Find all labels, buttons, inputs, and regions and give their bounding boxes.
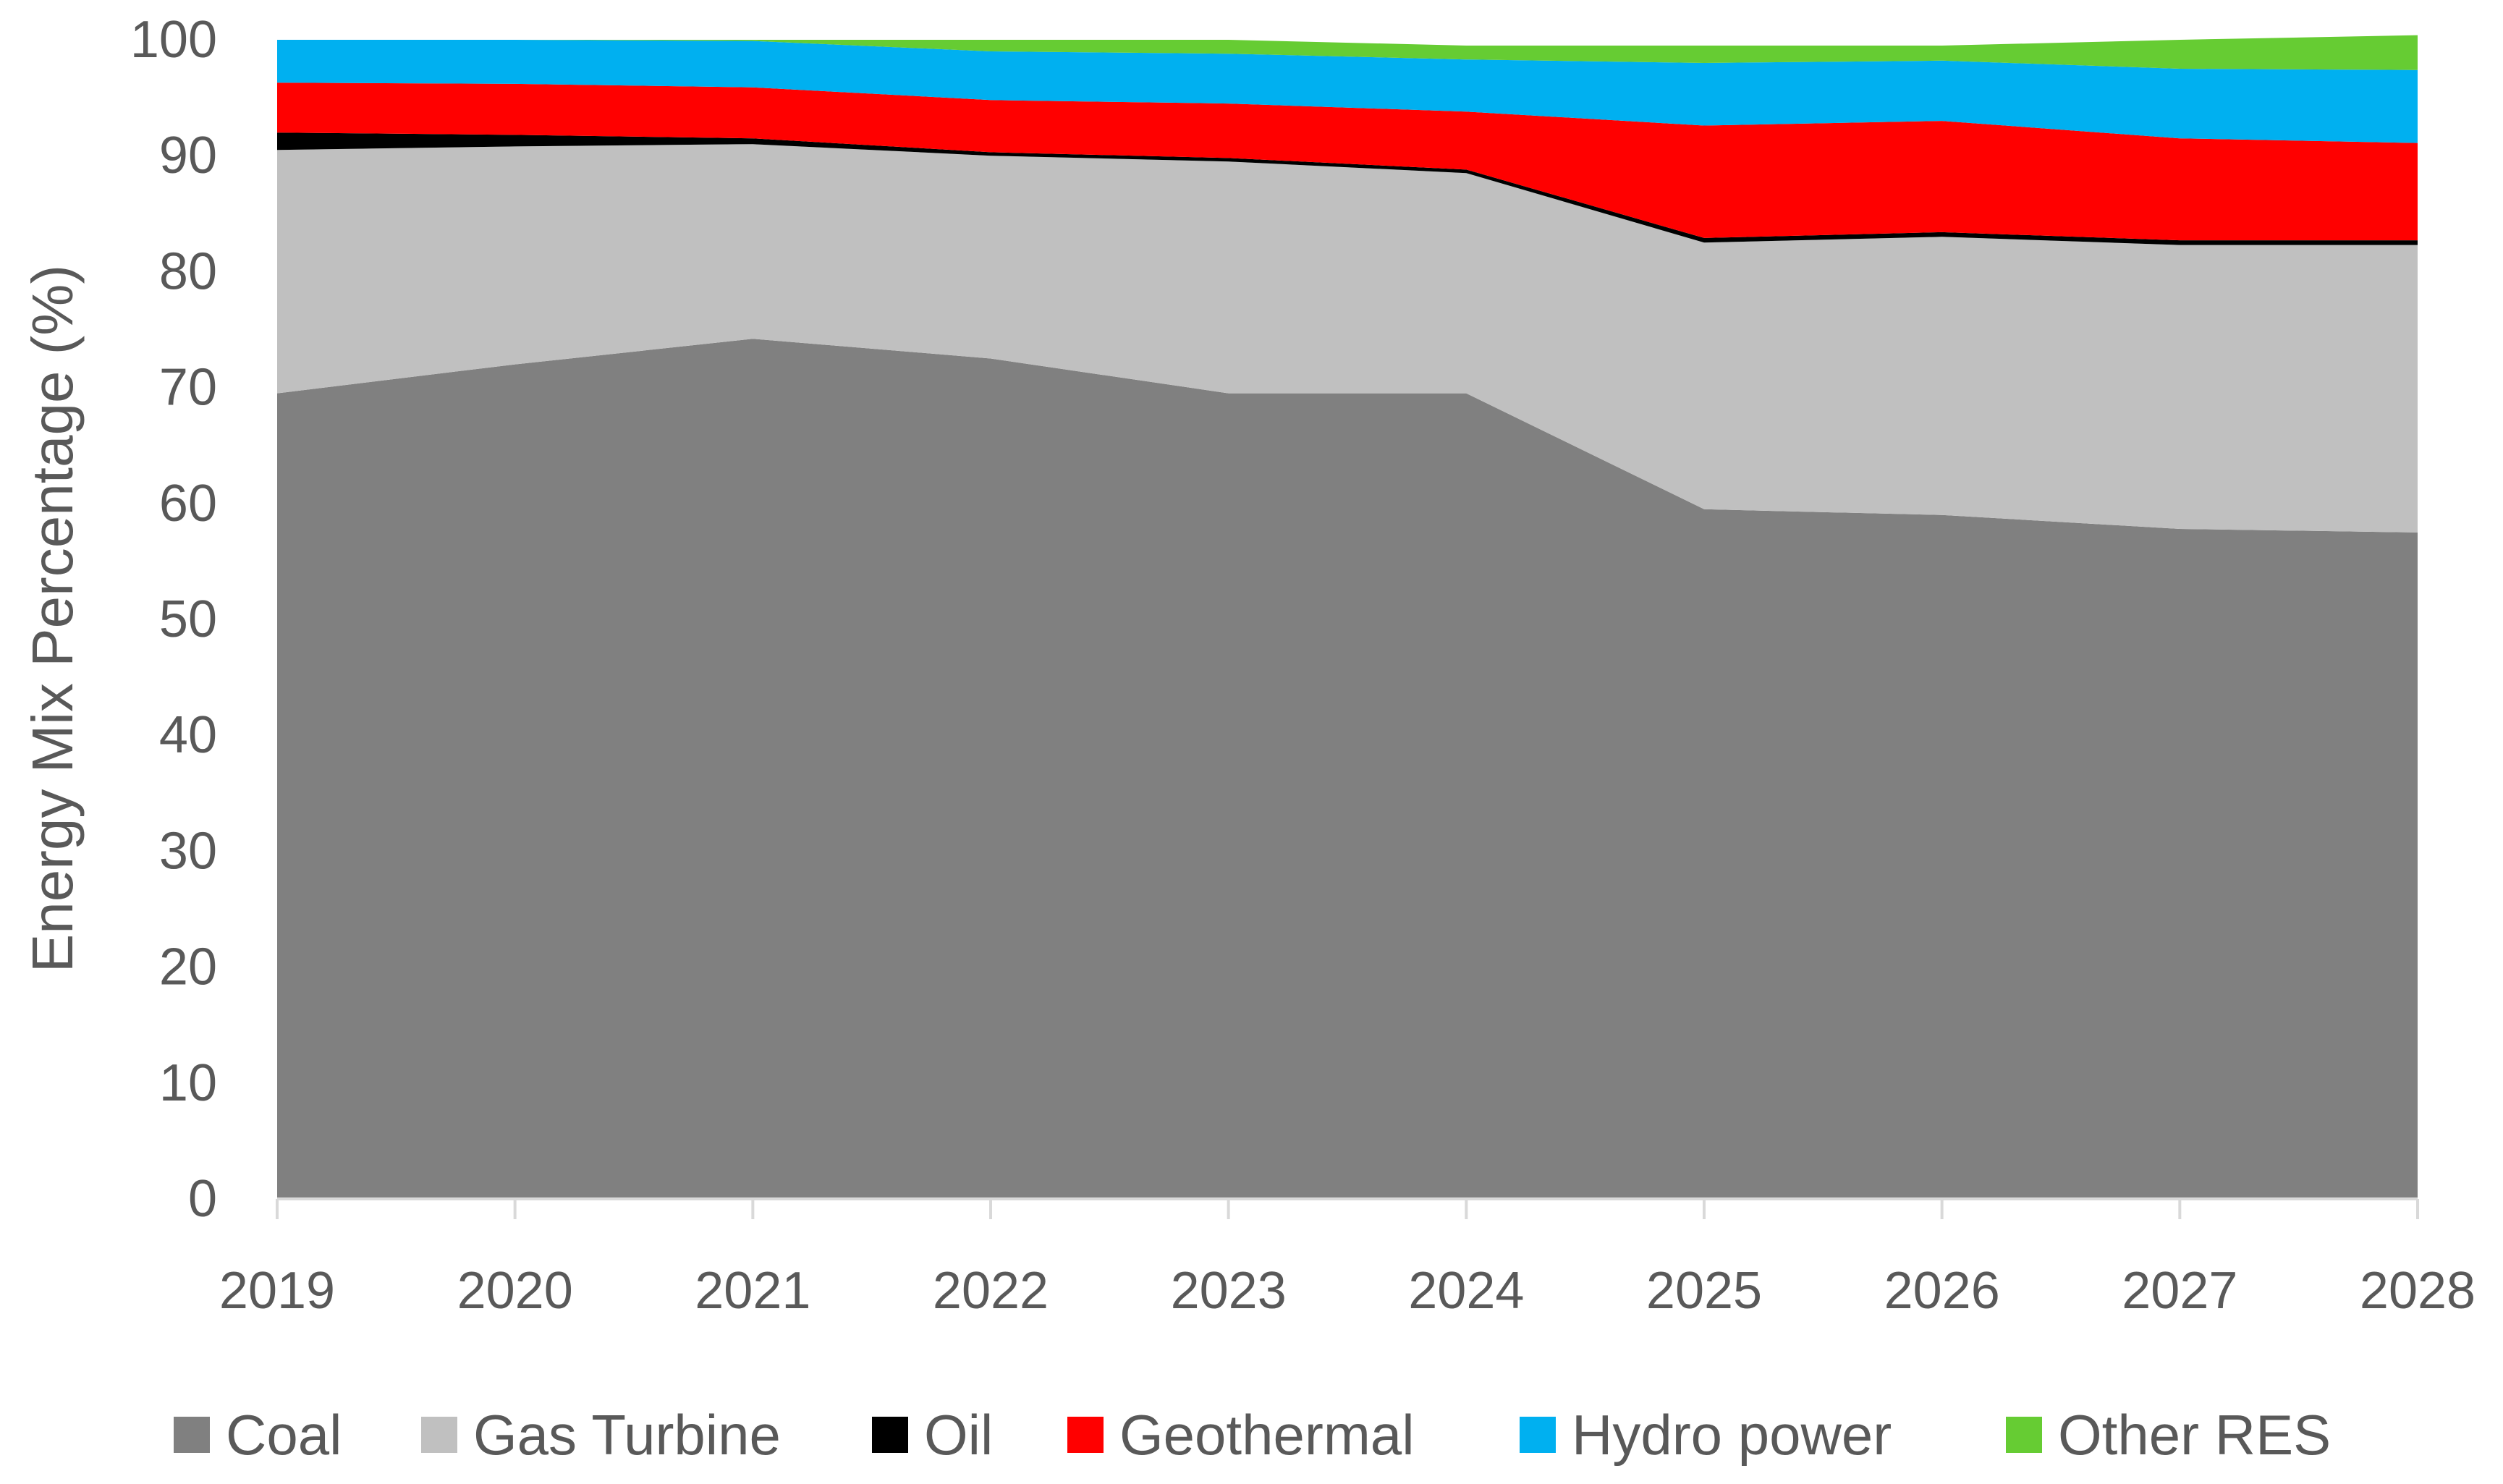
y-tick-label: 50 xyxy=(159,590,217,648)
y-tick-label: 70 xyxy=(159,359,217,417)
y-tick-label: 0 xyxy=(188,1170,217,1228)
legend-label: Coal xyxy=(226,1403,342,1467)
x-tick-label: 2025 xyxy=(1646,1262,1762,1320)
y-axis-title: Energy Mix Percentage (%) xyxy=(20,265,85,972)
x-tick-label: 2026 xyxy=(1884,1262,2000,1320)
y-axis-ticks: 0 10 20 30 40 50 60 70 80 90 100 xyxy=(130,11,217,1228)
area-gas-turbine xyxy=(277,144,2418,533)
x-tick-label: 2020 xyxy=(457,1262,573,1320)
legend-item-coal: Coal xyxy=(174,1403,342,1467)
legend-label: Oil xyxy=(924,1403,993,1467)
area-coal xyxy=(277,339,2418,1199)
area-other-res xyxy=(277,35,2418,70)
x-tick-label: 2023 xyxy=(1171,1262,1287,1320)
y-tick-label: 20 xyxy=(159,938,217,996)
x-tick-label: 2027 xyxy=(2122,1262,2237,1320)
y-tick-label: 90 xyxy=(159,127,217,185)
legend-label: Gas Turbine xyxy=(473,1403,781,1467)
legend-item-other-res: Other RES xyxy=(2006,1403,2331,1467)
legend: Coal Gas Turbine Oil Geothermal Hydro power O… xyxy=(174,1403,2331,1467)
x-tick-label: 2024 xyxy=(1408,1262,1524,1320)
area-oil xyxy=(277,132,2418,245)
y-tick-label: 100 xyxy=(130,11,217,69)
area-hydro-power xyxy=(277,40,2418,143)
legend-swatch xyxy=(2006,1417,2042,1453)
legend-label: Hydro power xyxy=(1572,1403,1892,1467)
area-geothermal xyxy=(277,82,2418,241)
x-tick-label: 2019 xyxy=(219,1262,335,1320)
legend-label: Geothermal xyxy=(1119,1403,1415,1467)
x-axis-ticks: 2019 2020 2021 2022 2023 2024 2025 2026 2027 2028 xyxy=(219,1199,2476,1320)
y-tick-label: 30 xyxy=(159,822,217,880)
area-layers xyxy=(277,35,2418,1199)
legend-swatch xyxy=(1520,1417,1556,1453)
legend-item-oil: Oil xyxy=(872,1403,993,1467)
legend-item-gas-turbine: Gas Turbine xyxy=(421,1403,781,1467)
legend-item-geothermal: Geothermal xyxy=(1067,1403,1415,1467)
x-tick-label: 2022 xyxy=(933,1262,1049,1320)
legend-swatch xyxy=(421,1417,457,1453)
legend-item-hydro-power: Hydro power xyxy=(1520,1403,1892,1467)
x-tick-label: 2028 xyxy=(2360,1262,2476,1320)
legend-label: Other RES xyxy=(2058,1403,2331,1467)
y-tick-label: 40 xyxy=(159,706,217,764)
y-tick-label: 10 xyxy=(159,1054,217,1112)
y-tick-label: 80 xyxy=(159,242,217,300)
legend-swatch xyxy=(174,1417,210,1453)
legend-swatch xyxy=(872,1417,908,1453)
y-tick-label: 60 xyxy=(159,475,217,533)
legend-swatch xyxy=(1067,1417,1104,1453)
x-tick-label: 2021 xyxy=(695,1262,810,1320)
